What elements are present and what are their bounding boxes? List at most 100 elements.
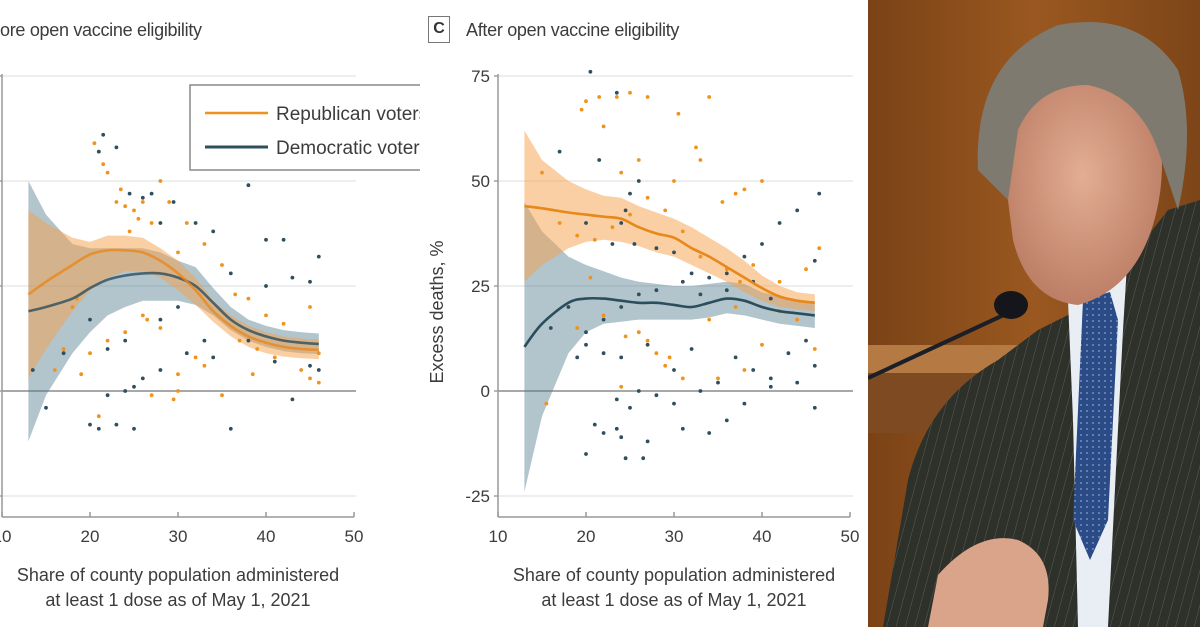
democratic-point [211, 229, 216, 234]
republican-point [544, 401, 549, 406]
republican-point [105, 170, 110, 175]
democratic-point [140, 195, 145, 200]
republican-point [812, 347, 817, 351]
democratic-point [795, 208, 800, 213]
democratic-point [654, 246, 659, 251]
left-axes: 10 20 30 40 50 [0, 74, 363, 546]
republican-point [79, 372, 84, 377]
right-chart: 75 50 25 0 -25 10 20 30 40 50 Excess deaths, % Sh… [427, 67, 859, 610]
democratic-point [632, 242, 637, 246]
democratic-point [619, 435, 624, 440]
democratic-point [114, 145, 119, 150]
democratic-point [246, 338, 251, 343]
democratic-point [751, 368, 756, 372]
left-chart: 10 20 30 40 50 Republican voters Democratic … [0, 74, 420, 610]
democratic-point [105, 393, 110, 398]
democratic-point [601, 317, 606, 322]
democratic-point [707, 275, 712, 280]
democratic-point [44, 405, 48, 410]
y-tick-label: 25 [471, 277, 490, 296]
republican-point [92, 141, 97, 146]
y-tick-label: -25 [465, 487, 490, 506]
democratic-point [654, 393, 659, 398]
right-fit-lines [523, 204, 815, 348]
republican-point [127, 229, 132, 234]
republican-point [52, 368, 57, 372]
left-fit-lines [27, 248, 319, 352]
republican-point [579, 107, 584, 112]
republican-point [676, 111, 681, 116]
democratic-point [557, 149, 562, 154]
republican-point [619, 170, 624, 175]
republican-point [707, 317, 712, 322]
democratic-point [584, 221, 588, 225]
democratic-point [96, 426, 101, 431]
republican-point [663, 208, 668, 213]
democratic-point [817, 191, 822, 196]
democratic-point [30, 368, 35, 372]
x-tick-label: 50 [841, 527, 860, 546]
republican-point [96, 414, 101, 419]
democratic-point [812, 363, 817, 368]
right-axes: 75 50 25 0 -25 10 20 30 40 50 [465, 67, 859, 546]
democratic-point [795, 380, 800, 385]
democratic-point [264, 237, 268, 242]
republican-point [777, 279, 782, 284]
republican-point [610, 225, 615, 230]
republican-point [149, 393, 154, 398]
democratic-point [680, 426, 685, 431]
democratic-point [114, 422, 119, 427]
republican-point [149, 221, 154, 225]
democratic-point [768, 376, 773, 381]
democratic-point [623, 456, 628, 461]
republican-point [70, 305, 75, 309]
republican-point [817, 246, 822, 251]
x-tick-label: 20 [81, 527, 100, 546]
democratic-point [566, 305, 571, 309]
democratic-point [689, 271, 694, 276]
democratic-point [716, 380, 720, 385]
democratic-point [105, 347, 110, 351]
republican-point [597, 95, 602, 99]
hands [928, 538, 1049, 627]
democratic-point [140, 376, 145, 381]
democratic-point [698, 389, 703, 393]
republican-point [202, 363, 207, 368]
republican-point [738, 279, 742, 284]
democratic-point [742, 254, 747, 259]
right-data-points [540, 69, 822, 461]
republican-point [720, 200, 725, 204]
democratic-point [592, 422, 597, 427]
republican-point [255, 347, 260, 351]
democratic-point [290, 275, 295, 280]
republican-point [176, 250, 180, 255]
democratic-point [123, 338, 128, 343]
right-x-axis-title-line2: at least 1 dose as of May 1, 2021 [541, 590, 806, 610]
democratic-point [584, 342, 588, 347]
republican-point [742, 187, 747, 192]
portrait-photo [868, 0, 1200, 627]
republican-point [645, 95, 650, 99]
left-x-axis-title: Share of county population administered … [17, 565, 339, 610]
republican-point [575, 326, 580, 330]
x-tick-label: 30 [169, 527, 188, 546]
democratic-point [158, 317, 163, 322]
democratic-point [281, 237, 286, 242]
republican-point [751, 263, 756, 267]
democratic-confidence-band [28, 181, 319, 442]
left-panel-title: ore open vaccine eligibility [0, 20, 202, 40]
democratic-point [707, 431, 712, 435]
republican-point [619, 384, 624, 389]
republican-point [584, 99, 588, 104]
republican-point [316, 380, 321, 385]
democratic-point [610, 242, 615, 246]
democratic-point [645, 342, 650, 347]
democratic-point [724, 288, 729, 293]
democratic-point [202, 338, 207, 343]
democratic-point [680, 279, 685, 284]
democratic-point [158, 368, 163, 372]
democratic-point [228, 426, 233, 431]
republican-point [308, 305, 312, 309]
democratic-point [588, 69, 593, 74]
republican-point [118, 187, 123, 192]
